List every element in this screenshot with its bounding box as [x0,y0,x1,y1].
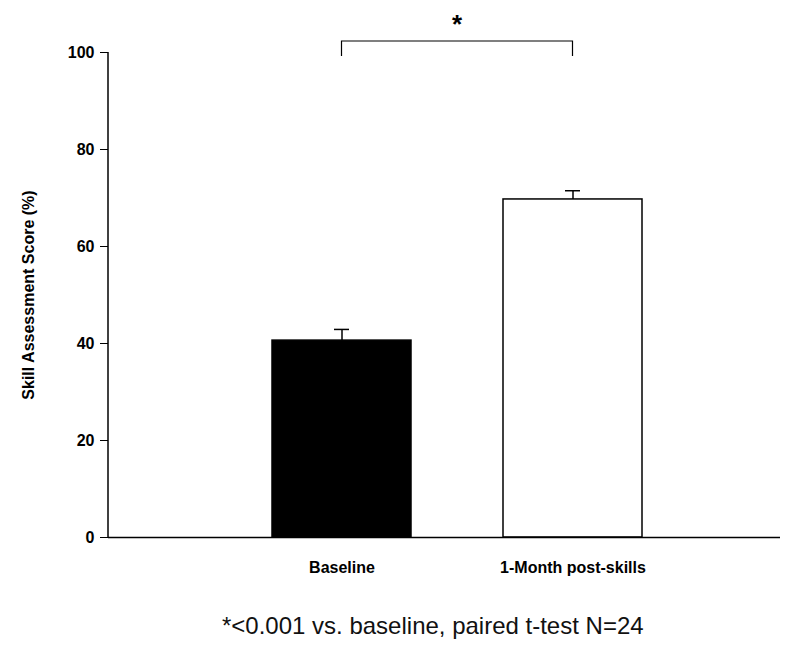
svg-text:20: 20 [77,432,95,449]
svg-text:0: 0 [86,529,95,546]
svg-text:*: * [452,9,463,39]
svg-text:Skill Assessment Score (%): Skill Assessment Score (%) [20,190,37,399]
html-text:*<0.001 vs. baseline, paired t: *<0.001 vs. baseline, paired t-test N=24 [222,612,644,639]
svg-text:1-Month post-skills: 1-Month post-skills [500,559,646,576]
svg-text:100: 100 [68,44,95,61]
svg-text:60: 60 [77,238,95,255]
svg-text:Baseline: Baseline [309,559,375,576]
svg-text:40: 40 [77,335,95,352]
svg-text:80: 80 [77,141,95,158]
